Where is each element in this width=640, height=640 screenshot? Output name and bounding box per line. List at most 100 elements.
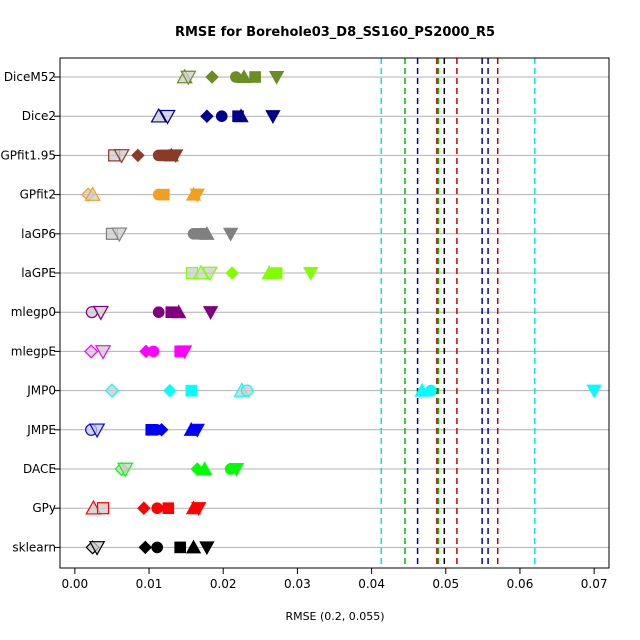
row-markers [108,147,184,164]
row-markers [185,264,319,282]
marker-circle [425,384,437,397]
marker-circle [147,345,160,358]
reference-lines [380,58,536,568]
marker-square [174,541,186,554]
row-markers [85,499,207,516]
row-markers [85,304,219,321]
marker-triangle-up [199,226,215,240]
marker-triangle-down [111,227,128,243]
marker-diamond [138,540,153,555]
marker-triangle-down [222,227,239,242]
marker-triangle-up [185,539,202,554]
plot-frame [59,57,610,569]
row-markers [104,382,602,399]
marker-circle [152,306,165,319]
marker-triangle-down [228,462,245,477]
marker-triangle-down [180,70,197,86]
marker-diamond [104,383,120,398]
x-axis-label: RMSE (0.2, 0.055) [285,610,384,623]
marker-triangle-up [236,69,252,84]
marker-diamond [163,383,177,398]
marker-triangle-down [159,109,176,125]
marker-triangle-up [84,186,101,201]
row-markers [85,539,215,556]
marker-triangle-down [199,541,215,556]
marker-circle [151,541,163,554]
chart-title: RMSE for Borehole03_D8_SS160_PS2000_R5 [175,25,495,40]
marker-square [249,71,261,83]
y-tick-label: DACE [23,462,56,476]
marker-diamond [154,423,169,437]
y-tick-label: mlegpE [11,344,56,358]
marker-square [185,384,198,397]
x-tick-label: 0.04 [358,577,385,591]
x-tick-label: 0.02 [210,577,237,591]
marker-triangle-down [94,345,112,360]
marker-diamond [190,462,204,476]
marker-square [270,267,283,279]
marker-circle [151,502,163,515]
y-tick-label: Dice2 [22,109,56,123]
row-markers [83,344,193,360]
marker-diamond [205,70,219,84]
data-markers [81,68,602,556]
marker-triangle-down [189,423,205,438]
row-markers [85,422,205,439]
x-tick-label: 0.07 [581,577,608,591]
marker-diamond [200,109,214,123]
marker-diamond [225,266,239,280]
row-markers [105,226,239,243]
marker-triangle-down [88,541,106,556]
row-markers [114,461,245,478]
marker-triangle-down [201,266,219,282]
row-markers [81,186,205,203]
marker-triangle-down [586,384,602,399]
y-tick-label: JMPE [26,423,56,437]
y-tick-label: laGP6 [21,227,56,241]
marker-triangle-down [189,188,205,203]
marker-triangle-down [176,345,193,360]
y-axis: DiceM52 Dice2 GPfit1.95 GPfit2 laGP6 laGPE mle… [0,70,60,554]
marker-triangle-up [192,264,210,280]
marker-triangle-down [168,149,184,164]
x-tick-label: 0.00 [61,577,88,591]
marker-triangle-down [268,70,285,85]
y-tick-label: GPy [32,501,56,515]
marker-diamond [131,148,145,163]
row-markers [150,107,281,125]
marker-triangle-down [88,423,106,439]
y-tick-label: laGPE [21,266,56,280]
marker-triangle-down [191,502,207,516]
marker-triangle-down [303,266,319,281]
marker-triangle-up [197,461,213,476]
row-markers [176,68,285,86]
marker-triangle-up [171,304,187,319]
x-tick-label: 0.05 [432,577,459,591]
marker-circle [240,384,254,397]
row-grid-lines [60,76,609,548]
marker-triangle-up [150,107,167,123]
marker-square [96,502,110,515]
x-axis: 0.00 0.01 0.02 0.03 0.04 0.05 0.06 0.07 [61,568,608,591]
marker-triangle-down [202,306,219,320]
marker-circle [215,110,228,122]
marker-triangle-down [113,149,130,164]
y-tick-label: mlegp0 [11,305,56,319]
marker-diamond [137,501,151,515]
marker-triangle-down [117,462,134,478]
y-tick-label: GPfit2 [20,188,56,202]
marker-diamond [83,344,99,359]
x-tick-label: 0.06 [507,577,534,591]
x-tick-label: 0.01 [136,577,163,591]
x-tick-label: 0.03 [284,577,311,591]
marker-triangle-down [265,110,281,124]
marker-triangle-up [233,108,249,123]
y-tick-label: GPfit1.95 [0,148,56,162]
y-tick-label: sklearn [12,540,56,554]
y-tick-label: DiceM52 [4,70,56,84]
marker-triangle-down [92,305,109,321]
marker-square [162,502,175,515]
y-tick-label: JMP0 [26,384,56,398]
marker-square [158,188,170,201]
